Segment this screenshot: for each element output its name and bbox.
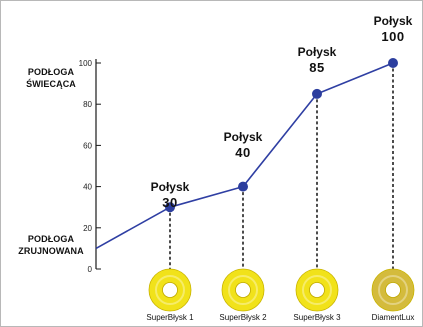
data-point bbox=[388, 58, 398, 68]
drop-lines bbox=[169, 63, 394, 278]
y-top-label: PODŁOGA ŚWIECĄCA bbox=[26, 67, 76, 89]
annotation-name: Połysk bbox=[297, 45, 337, 59]
annotation-name: Połysk bbox=[150, 180, 190, 194]
y-tick-label: 0 bbox=[88, 265, 93, 274]
data-points bbox=[165, 58, 398, 213]
point-annotation: Połysk 100 bbox=[358, 14, 423, 44]
y-tick-label: 100 bbox=[79, 59, 93, 68]
product-ring-highlight bbox=[228, 275, 258, 305]
product-label: SuperBłysk 3 bbox=[293, 313, 341, 322]
product-label: SuperBłysk 2 bbox=[219, 313, 267, 322]
point-annotation: Połysk 30 bbox=[135, 180, 205, 210]
product-label: SuperBłysk 1 bbox=[146, 313, 194, 322]
y-tick-label: 40 bbox=[83, 183, 92, 192]
axis-layer: 0 20 40 60 80 100 bbox=[79, 59, 101, 274]
y-tick-label: 80 bbox=[83, 100, 92, 109]
product-ring-hole bbox=[235, 282, 251, 298]
annotation-name: Połysk bbox=[373, 14, 413, 28]
product-ring-highlight bbox=[302, 275, 332, 305]
annotation-value: 100 bbox=[381, 29, 405, 44]
data-point bbox=[238, 181, 248, 192]
y-tick-label: 20 bbox=[83, 224, 92, 233]
product-ring-hole bbox=[309, 282, 325, 298]
annotation-name: Połysk bbox=[223, 130, 263, 144]
product-ring-highlight bbox=[155, 275, 185, 305]
product-rings bbox=[148, 268, 415, 312]
product-ring-hole bbox=[385, 282, 401, 298]
product-ring-highlight bbox=[378, 275, 408, 305]
data-point bbox=[312, 88, 322, 99]
y-tick-label: 60 bbox=[83, 141, 92, 150]
point-annotation: Połysk 40 bbox=[208, 130, 278, 160]
annotation-value: 40 bbox=[235, 145, 251, 160]
data-point bbox=[165, 202, 175, 213]
product-ring-hole bbox=[162, 282, 178, 298]
y-bottom-label: PODŁOGA ZRUJNOWANA bbox=[18, 234, 84, 256]
product-label: DiamentLux bbox=[371, 313, 415, 322]
annotation-value: 30 bbox=[162, 195, 178, 210]
annotation-value: 85 bbox=[309, 60, 325, 75]
point-annotation: Połysk 85 bbox=[282, 45, 352, 75]
